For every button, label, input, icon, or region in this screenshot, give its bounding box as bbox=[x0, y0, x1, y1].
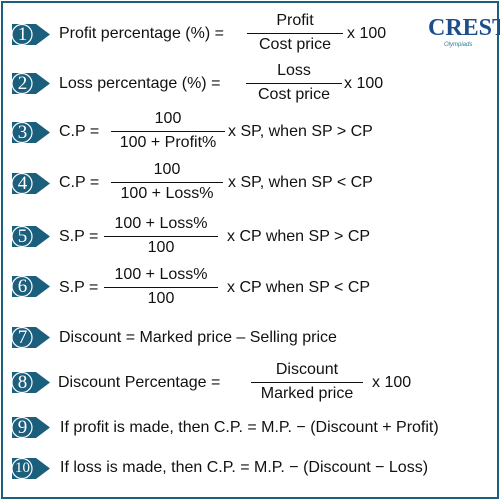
formula-row-2: 2 Loss percentage (%) = Loss Cost price … bbox=[0, 61, 500, 105]
number-badge-6: 6 bbox=[10, 274, 53, 299]
badge-number: 10 bbox=[15, 460, 30, 476]
badge-number: 3 bbox=[17, 122, 28, 143]
fraction-bar bbox=[251, 382, 363, 383]
fraction-denominator: Cost price bbox=[258, 36, 332, 53]
fraction-numerator: 100 + Loss% bbox=[114, 266, 208, 283]
fraction: Loss Cost price bbox=[246, 62, 342, 104]
formula-rhs: x SP, when SP < CP bbox=[228, 174, 373, 191]
fraction-denominator: Marked price bbox=[260, 385, 354, 402]
formula-row-3: 3 C.P = 100 100 + Profit% x SP, when SP … bbox=[0, 110, 500, 154]
formula-text: If profit is made, then C.P. = M.P. − (D… bbox=[60, 419, 439, 436]
fraction-denominator: 100 + Profit% bbox=[119, 134, 217, 151]
fraction-bar bbox=[247, 33, 343, 34]
formula-rhs: x CP when SP < CP bbox=[227, 279, 371, 296]
formula-row-8: 8 Discount Percentage = Discount Marked … bbox=[0, 360, 500, 404]
arrow-badge-icon bbox=[11, 275, 50, 298]
arrow-badge-icon bbox=[11, 371, 50, 394]
number-badge-3: 3 bbox=[10, 120, 53, 145]
number-badge-9: 9 bbox=[10, 415, 53, 440]
formula-rhs: x 100 bbox=[372, 374, 412, 391]
badge-number: 5 bbox=[17, 226, 28, 247]
fraction-denominator: Cost price bbox=[257, 86, 331, 103]
badge-number: 2 bbox=[17, 73, 28, 94]
arrow-badge-icon bbox=[11, 121, 50, 144]
number-badge-4: 4 bbox=[10, 171, 53, 196]
formula-rhs: x SP, when SP > CP bbox=[228, 123, 373, 140]
logo-text: CREST bbox=[428, 15, 500, 41]
formula-row-5: 5 S.P = 100 + Loss% 100 x CP when SP > C… bbox=[0, 214, 500, 258]
formula-row-6: 6 S.P = 100 + Loss% 100 x CP when SP < C… bbox=[0, 264, 500, 308]
arrow-badge-icon bbox=[11, 457, 50, 480]
formula-lhs: Loss percentage (%) = bbox=[59, 75, 221, 92]
badge-number: 4 bbox=[17, 173, 28, 194]
formula-lhs: Profit percentage (%) = bbox=[59, 25, 224, 42]
formula-lhs: S.P = bbox=[59, 279, 99, 296]
formula-text: If loss is made, then C.P. = M.P. − (Dis… bbox=[60, 459, 429, 476]
formula-text: Discount = Marked price – Selling price bbox=[59, 329, 337, 346]
fraction: 100 + Loss% 100 bbox=[104, 266, 218, 308]
number-badge-1: 1 bbox=[10, 22, 53, 47]
fraction: Discount Marked price bbox=[251, 361, 363, 403]
number-badge-8: 8 bbox=[10, 370, 53, 395]
badge-number: 1 bbox=[17, 24, 28, 45]
arrow-badge-icon bbox=[11, 225, 50, 248]
number-badge-5: 5 bbox=[10, 224, 53, 249]
number-badge-2: 2 bbox=[10, 71, 53, 96]
arrow-badge-icon bbox=[11, 172, 50, 195]
fraction: 100 + Loss% 100 bbox=[104, 215, 218, 257]
fraction-bar bbox=[111, 131, 225, 132]
fraction-denominator: 100 + Loss% bbox=[120, 185, 214, 202]
fraction-numerator: 100 + Loss% bbox=[114, 215, 208, 232]
formula-row-1: 1 Profit percentage (%) = Profit Cost pr… bbox=[0, 12, 500, 56]
crest-logo: CREST Olympiads bbox=[428, 15, 500, 49]
formula-lhs: S.P = bbox=[59, 228, 99, 245]
badge-number: 9 bbox=[17, 417, 28, 438]
fraction-bar bbox=[246, 83, 342, 84]
fraction-denominator: 100 bbox=[147, 290, 175, 307]
fraction-bar bbox=[104, 287, 218, 288]
formula-rhs: x 100 bbox=[344, 75, 384, 92]
number-badge-10: 10 bbox=[10, 456, 53, 481]
formula-lhs: Discount Percentage = bbox=[58, 374, 221, 391]
fraction-bar bbox=[111, 182, 223, 183]
arrow-badge-icon bbox=[11, 23, 50, 46]
formula-row-10: 10 If loss is made, then C.P. = M.P. − (… bbox=[0, 446, 500, 490]
formula-rhs: x 100 bbox=[347, 25, 387, 42]
badge-number: 8 bbox=[17, 372, 28, 393]
fraction: 100 100 + Loss% bbox=[111, 161, 223, 203]
fraction-bar bbox=[104, 236, 218, 237]
formula-row-9: 9 If profit is made, then C.P. = M.P. − … bbox=[0, 405, 500, 449]
fraction-denominator: 100 bbox=[147, 239, 175, 256]
arrow-badge-icon bbox=[11, 326, 50, 349]
fraction-numerator: Profit bbox=[276, 12, 314, 29]
formula-row-4: 4 C.P = 100 100 + Loss% x SP, when SP < … bbox=[0, 161, 500, 205]
fraction-numerator: 100 bbox=[153, 161, 181, 178]
formula-lhs: C.P = bbox=[59, 174, 100, 191]
formula-row-7: 7 Discount = Marked price – Selling pric… bbox=[0, 315, 500, 359]
badge-number: 6 bbox=[17, 276, 28, 297]
badge-number: 7 bbox=[17, 327, 28, 348]
fraction-numerator: Loss bbox=[277, 62, 311, 79]
arrow-badge-icon bbox=[11, 416, 50, 439]
arrow-badge-icon bbox=[11, 72, 50, 95]
fraction-numerator: 100 bbox=[154, 110, 182, 127]
number-badge-7: 7 bbox=[10, 325, 53, 350]
logo-subtitle: Olympiads bbox=[444, 42, 473, 48]
fraction: Profit Cost price bbox=[247, 12, 343, 54]
formula-rhs: x CP when SP > CP bbox=[227, 228, 371, 245]
fraction-numerator: Discount bbox=[275, 361, 339, 378]
fraction: 100 100 + Profit% bbox=[111, 110, 225, 152]
formula-lhs: C.P = bbox=[59, 123, 100, 140]
